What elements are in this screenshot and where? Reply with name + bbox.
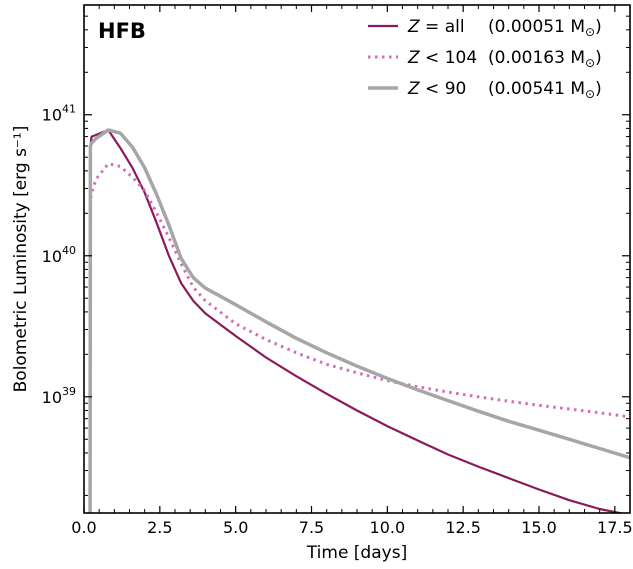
x-tick-label: 10.0: [370, 518, 406, 537]
x-tick-label: 12.5: [445, 518, 481, 537]
y-axis-label: Bolometric Luminosity [erg s⁻¹]: [11, 126, 31, 393]
y-tick-label: 1039: [42, 385, 76, 407]
x-tick-label: 0.0: [71, 518, 96, 537]
series-line-1: [88, 128, 626, 513]
x-tick-label: 7.5: [299, 518, 324, 537]
legend-label: Z < 104: [407, 48, 477, 68]
axis-ticks: 0.0 2.5 5.0 7.5 10.0 12.5 15.0 17.5 1039 1040 1041: [42, 4, 633, 537]
legend-mass: (0.00163 M⊙): [488, 48, 602, 70]
x-tick-label: 15.0: [521, 518, 557, 537]
legend-label: Z < 90: [407, 79, 466, 99]
x-axis-label: Time [days]: [306, 543, 407, 563]
x-tick-label: 5.0: [223, 518, 248, 537]
legend-label: Z = all: [407, 17, 465, 37]
chart-title: HFB: [98, 19, 146, 43]
series-line-3: [88, 128, 630, 513]
y-tick-label: 1040: [42, 244, 76, 266]
series-lines: [88, 128, 630, 513]
legend: Z = all (0.00051 M⊙) Z < 104 (0.00163 M⊙) Z …: [368, 17, 602, 101]
y-tick-label: 1041: [42, 103, 76, 125]
x-tick-label: 17.5: [597, 518, 633, 537]
legend-mass: (0.00051 M⊙): [488, 17, 602, 39]
legend-mass: (0.00541 M⊙): [488, 79, 602, 101]
series-line-2: [88, 162, 630, 513]
x-tick-label: 2.5: [147, 518, 172, 537]
